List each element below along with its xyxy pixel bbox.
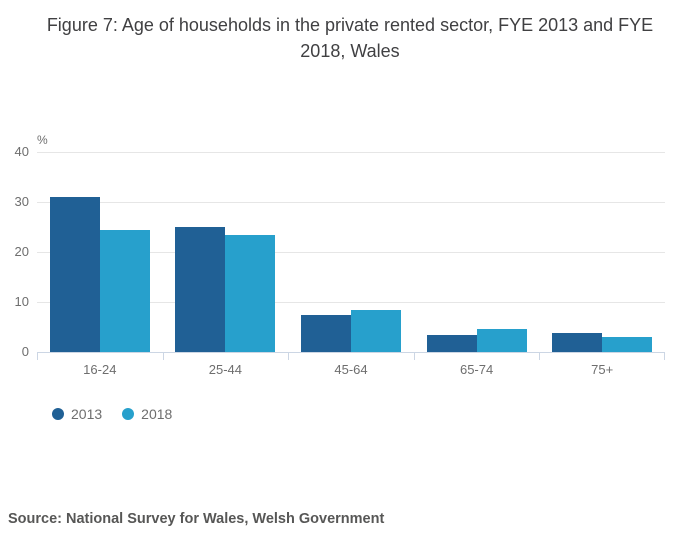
x-axis-tick <box>37 352 38 360</box>
gridline-40 <box>37 151 665 153</box>
plot-area: 0 10 20 30 40 16-24 25-44 45-64 65-74 75+ <box>15 144 665 377</box>
y-tick-label-40: 40 <box>14 144 29 159</box>
x-axis-tick <box>413 352 415 360</box>
chart-title: Figure 7: Age of households in the priva… <box>46 15 654 61</box>
bar-2013-45-64 <box>301 315 351 352</box>
legend: 2013 2018 <box>52 406 172 422</box>
bar-2018-25-44 <box>225 235 276 352</box>
gridline-20 <box>37 251 665 253</box>
bar-2013-25-44 <box>175 227 226 352</box>
y-axis-unit-label: % <box>37 133 48 147</box>
bar-2013-65-74 <box>426 334 477 352</box>
bar-2013-75+ <box>552 332 603 352</box>
x-tick-label-45-64: 45-64 <box>334 362 368 377</box>
x-axis-tick <box>664 352 665 360</box>
bar-2013-16-24 <box>49 197 100 352</box>
y-tick-label-30: 30 <box>14 194 29 209</box>
x-tick-label-25-44: 25-44 <box>208 362 243 377</box>
legend-label: 2018 <box>141 406 173 422</box>
y-tick-label-0: 0 <box>21 344 29 359</box>
legend-item-2013[interactable]: 2013 <box>52 406 102 422</box>
x-tick-label-16-24: 16-24 <box>83 362 117 377</box>
bar-2018-45-64 <box>351 309 401 352</box>
bar-2018-16-24 <box>99 229 150 352</box>
legend-item-2018[interactable]: 2018 <box>122 406 172 422</box>
x-tick-label-75+: 75+ <box>591 362 614 377</box>
x-axis-tick <box>539 352 541 360</box>
x-axis-tick <box>162 352 164 360</box>
legend-swatch-icon <box>122 408 135 420</box>
legend-swatch-icon <box>52 408 64 420</box>
gridline-10 <box>37 301 665 303</box>
y-tick-label-20: 20 <box>14 244 29 259</box>
y-tick-label-10: 10 <box>14 294 29 309</box>
source-text: Source: National Survey for Wales, Welsh… <box>8 511 385 527</box>
bar-2018-75+ <box>602 336 653 352</box>
bar-2018-65-74 <box>476 328 527 352</box>
gridline-30 <box>37 201 665 203</box>
x-tick-label-65-74: 65-74 <box>459 362 494 377</box>
x-axis-tick <box>288 352 290 360</box>
legend-label: 2013 <box>71 406 103 422</box>
